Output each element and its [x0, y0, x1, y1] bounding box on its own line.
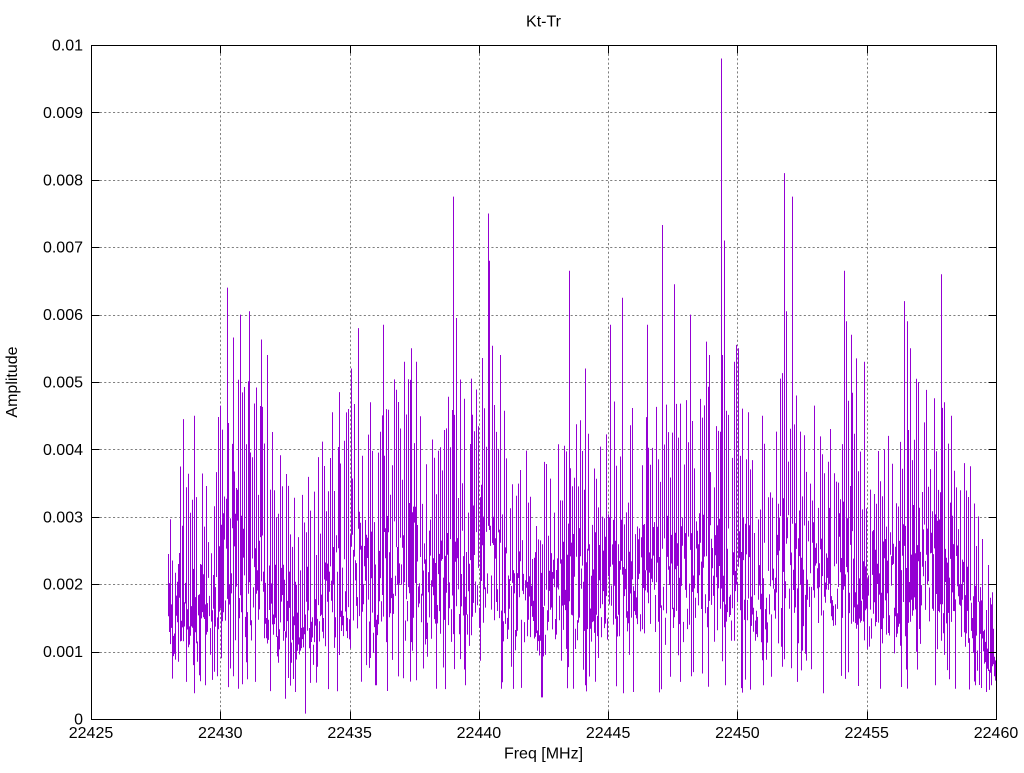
svg-text:0.002: 0.002 [43, 577, 83, 594]
svg-text:0.005: 0.005 [43, 375, 83, 392]
svg-text:22440: 22440 [457, 725, 502, 742]
svg-text:0: 0 [74, 712, 83, 729]
svg-text:0.006: 0.006 [43, 307, 83, 324]
svg-text:0.004: 0.004 [43, 442, 83, 459]
svg-text:22455: 22455 [844, 725, 889, 742]
svg-text:Amplitude: Amplitude [4, 346, 21, 417]
svg-text:22435: 22435 [327, 725, 372, 742]
svg-text:0.009: 0.009 [43, 105, 83, 122]
svg-text:0.007: 0.007 [43, 240, 83, 257]
svg-text:22445: 22445 [586, 725, 631, 742]
svg-text:0.008: 0.008 [43, 172, 83, 189]
svg-text:22430: 22430 [198, 725, 243, 742]
svg-text:0.01: 0.01 [52, 38, 83, 55]
svg-text:Freq [MHz]: Freq [MHz] [504, 746, 583, 763]
svg-text:22425: 22425 [69, 725, 114, 742]
svg-text:Kt-Tr: Kt-Tr [526, 14, 562, 31]
svg-text:22450: 22450 [715, 725, 760, 742]
svg-text:22460: 22460 [974, 725, 1019, 742]
svg-text:0.003: 0.003 [43, 509, 83, 526]
svg-text:0.001: 0.001 [43, 644, 83, 661]
